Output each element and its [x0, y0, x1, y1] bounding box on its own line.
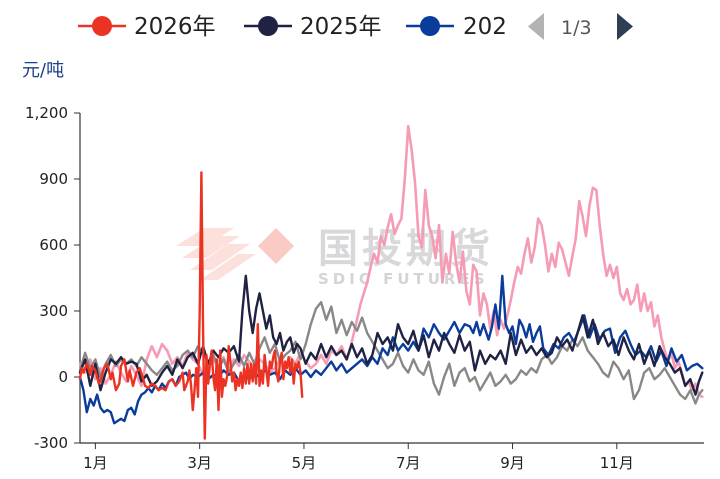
series-line-3	[78, 301, 704, 405]
watermark-text-cn: 国投期货	[318, 226, 494, 272]
x-tick-label: 11月	[600, 454, 634, 472]
legend-marker-2026	[92, 16, 112, 36]
legend-marker-2025	[258, 16, 278, 36]
legend-next-arrow-icon[interactable]	[617, 13, 633, 40]
x-tick-label: 9月	[500, 454, 525, 472]
y-tick-label: -300	[34, 434, 68, 452]
series-line-2	[78, 274, 704, 425]
series-line-1	[78, 274, 704, 396]
legend-item-202[interactable]: 202	[406, 14, 507, 40]
y-tick-label: 300	[39, 302, 68, 320]
series-line-0	[78, 171, 304, 440]
watermark-logo-icon	[176, 228, 294, 280]
legend-marker-202	[420, 16, 440, 36]
legend-item-2025[interactable]: 2025年	[244, 14, 382, 40]
series-layer	[78, 124, 704, 440]
x-tick-label: 3月	[187, 454, 212, 472]
legend-item-2026[interactable]: 2026年	[78, 14, 216, 40]
x-tick-label: 1月	[83, 454, 108, 472]
y-axis-unit: 元/吨	[22, 60, 64, 81]
y-tick-label: 1,200	[25, 104, 68, 122]
y-tick-label: 900	[39, 170, 68, 188]
legend-prev-arrow-icon[interactable]	[528, 13, 544, 40]
y-tick-label: 600	[39, 236, 68, 254]
legend-label-202: 202	[463, 14, 507, 40]
legend[interactable]: 2026年 2025年 202 1/3	[78, 13, 633, 40]
watermark-text-en: SDIC FUTURES	[318, 270, 489, 288]
x-tick-label: 7月	[396, 454, 421, 472]
legend-label-2025: 2025年	[300, 14, 382, 40]
x-tick-label: 5月	[292, 454, 317, 472]
y-tick-label: 0	[58, 368, 68, 386]
legend-label-2026: 2026年	[134, 14, 216, 40]
x-axis: 1月 3月 5月 7月 9月 11月	[80, 442, 704, 472]
legend-page-indicator: 1/3	[561, 17, 592, 39]
y-axis: -300 0 300 600 900 1,200	[25, 104, 81, 452]
